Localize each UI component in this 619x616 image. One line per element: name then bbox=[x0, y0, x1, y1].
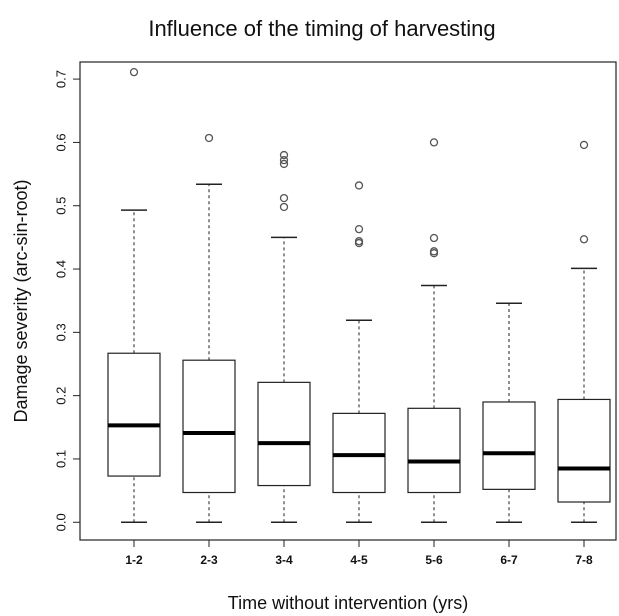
box bbox=[332, 412, 386, 494]
plot-frame bbox=[79, 61, 617, 541]
box bbox=[257, 381, 311, 487]
outlier bbox=[279, 202, 289, 212]
box bbox=[557, 398, 611, 503]
outlier bbox=[354, 238, 364, 248]
outlier bbox=[129, 67, 139, 77]
y-tick-label: 0.7 bbox=[53, 70, 68, 88]
box bbox=[107, 352, 161, 477]
outlier bbox=[579, 140, 589, 150]
box bbox=[482, 401, 536, 490]
outlier bbox=[279, 193, 289, 203]
y-tick-label: 0.6 bbox=[53, 133, 68, 151]
y-axis-label: Damage severity (arc-sin-root) bbox=[11, 179, 31, 422]
outlier bbox=[354, 224, 364, 234]
y-tick-label: 0.0 bbox=[53, 513, 68, 531]
x-tick-label: 7-8 bbox=[575, 553, 593, 567]
x-tick-label: 1-2 bbox=[125, 553, 143, 567]
outlier bbox=[279, 159, 289, 169]
outlier bbox=[279, 155, 289, 165]
x-axis-label: Time without intervention (yrs) bbox=[228, 593, 468, 613]
outlier bbox=[429, 233, 439, 243]
x-tick-label: 4-5 bbox=[350, 553, 368, 567]
x-tick-label: 2-3 bbox=[200, 553, 218, 567]
outlier bbox=[429, 249, 439, 258]
outlier bbox=[279, 150, 289, 160]
x-tick-label: 3-4 bbox=[275, 553, 293, 567]
y-tick-label: 0.4 bbox=[53, 260, 68, 278]
y-tick-label: 0.1 bbox=[53, 450, 68, 468]
y-tick-label: 0.2 bbox=[53, 387, 68, 405]
outlier bbox=[579, 235, 589, 244]
y-tick-label: 0.3 bbox=[53, 323, 68, 341]
box bbox=[182, 359, 236, 494]
y-tick-label: 0.5 bbox=[53, 197, 68, 215]
x-tick-label: 6-7 bbox=[500, 553, 518, 567]
outlier bbox=[204, 133, 214, 143]
outlier bbox=[429, 138, 439, 147]
x-tick-label: 5-6 bbox=[425, 553, 443, 567]
outlier bbox=[354, 181, 364, 190]
box bbox=[407, 407, 461, 494]
chart-title: Influence of the timing of harvesting bbox=[148, 16, 495, 41]
